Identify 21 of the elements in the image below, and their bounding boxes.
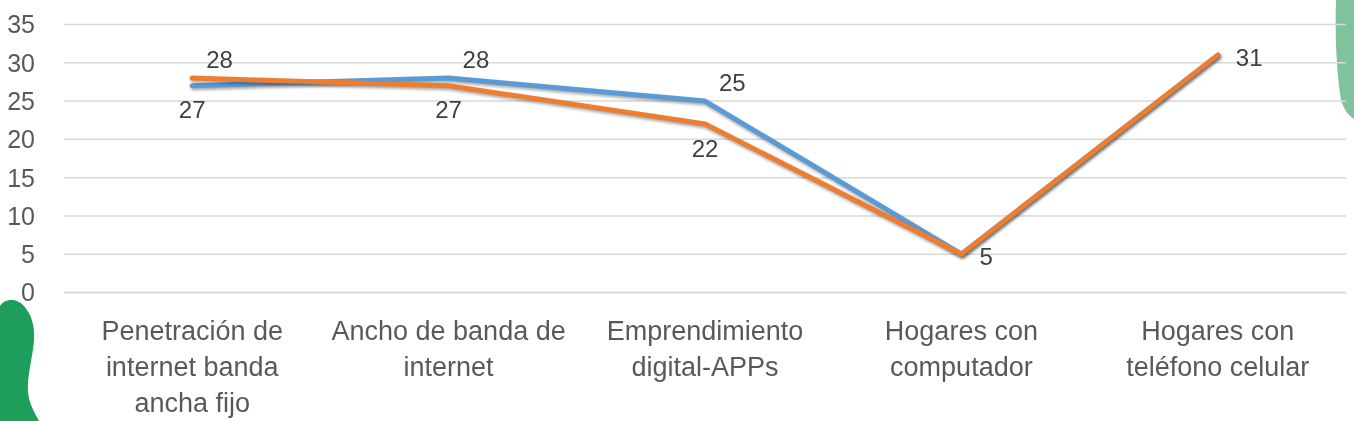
- x-tick-label: Emprendimiento digital-APPs: [606, 316, 804, 382]
- x-tick-label: Hogares con teléfono celular: [1126, 316, 1310, 382]
- data-label: 28: [206, 45, 233, 73]
- y-tick-label: 35: [7, 10, 35, 39]
- y-tick-label: 25: [7, 86, 35, 115]
- y-tick-label: 30: [7, 48, 35, 77]
- data-label: 22: [691, 134, 719, 162]
- data-label: 25: [719, 68, 746, 96]
- x-tick-label: Penetración de internet banda ancha fijo: [101, 316, 284, 418]
- data-label: 31: [1235, 43, 1263, 71]
- y-tick-label: 0: [21, 278, 35, 307]
- y-tick-label: 20: [7, 125, 35, 154]
- data-label: 27: [178, 96, 206, 124]
- y-tick-label: 10: [7, 201, 35, 230]
- y-tick-label: 15: [7, 163, 35, 192]
- data-label: 28: [462, 45, 490, 73]
- y-tick-label: 5: [21, 240, 35, 269]
- data-label: 5: [979, 242, 993, 270]
- x-tick-label: Ancho de banda de internet: [331, 316, 566, 382]
- data-label: 27: [435, 96, 462, 124]
- x-tick-label: Hogares con computador: [884, 316, 1038, 382]
